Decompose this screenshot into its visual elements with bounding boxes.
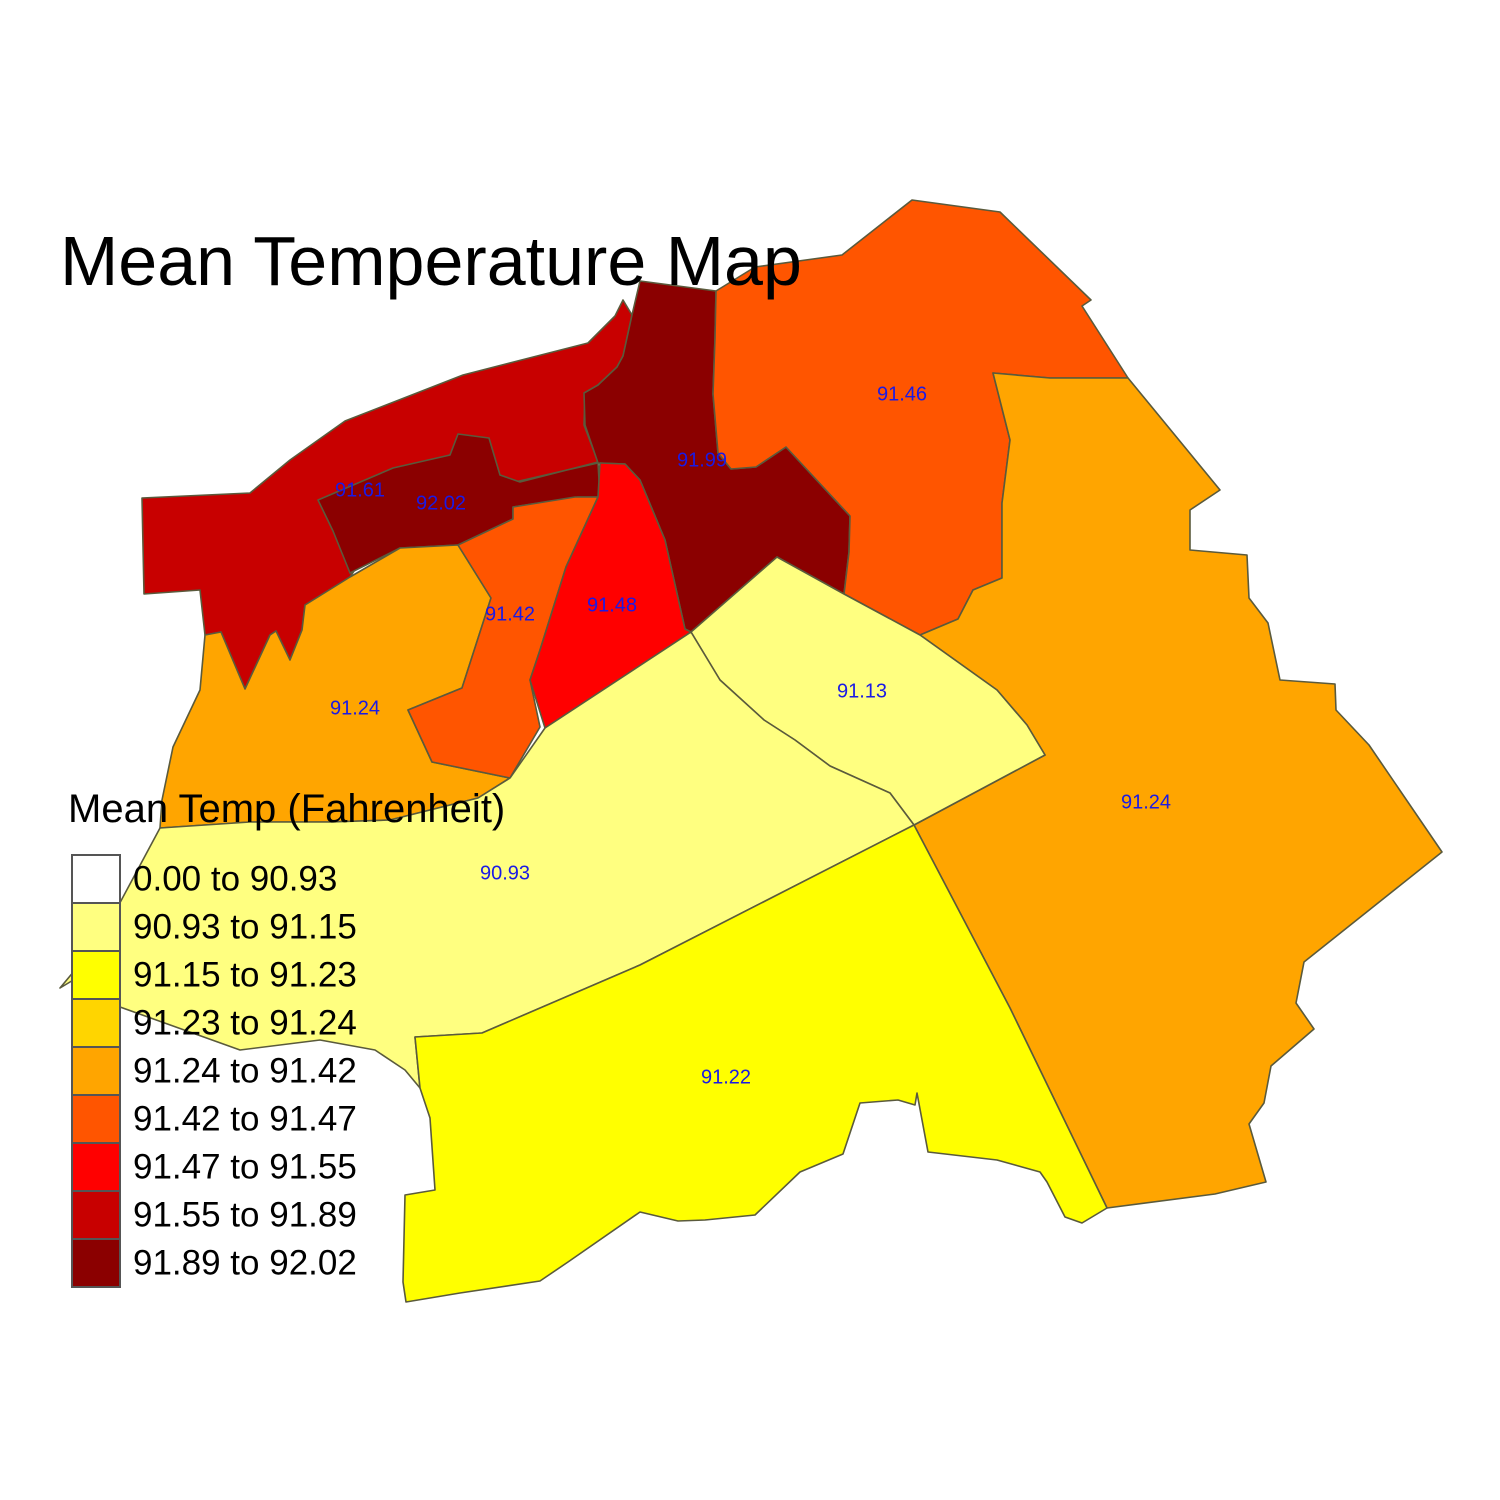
legend-label: 90.93 to 91.15 (133, 907, 357, 946)
legend-label: 0.00 to 90.93 (133, 859, 337, 898)
legend-label: 91.23 to 91.24 (133, 1003, 357, 1042)
legend-swatch (71, 998, 121, 1048)
map-value-labels: 91.61 91.99 92.02 91.46 91.24 91.24 91.42 91.48… (330, 383, 1171, 1088)
legend-items: 0.00 to 90.93 90.93 to 91.15 91.15 to 91.2… (71, 854, 357, 1288)
region-southwest (59, 631, 915, 1089)
region-value-label: 92.02 (416, 492, 466, 514)
legend-swatch (71, 1046, 121, 1096)
legend: Mean Temp (Fahrenheit) 0.00 to 90.93 90.9… (68, 787, 505, 1288)
legend-label: 91.15 to 91.23 (133, 955, 357, 994)
legend-label: 91.89 to 92.02 (133, 1243, 357, 1282)
region-value-label: 91.42 (485, 603, 535, 625)
region-value-label: 90.93 (480, 862, 530, 884)
map-regions (59, 199, 1443, 1303)
region-value-label: 91.24 (330, 697, 380, 719)
legend-label: 91.55 to 91.89 (133, 1195, 357, 1234)
legend-swatch (71, 854, 121, 904)
map-title: Mean Temperature Map (60, 222, 802, 300)
region-south (402, 824, 1108, 1303)
legend-swatch (71, 1094, 121, 1144)
legend-label: 91.24 to 91.42 (133, 1051, 357, 1090)
region-value-label: 91.22 (701, 1066, 751, 1088)
region-value-label: 91.61 (335, 479, 385, 501)
region-value-label: 91.24 (1121, 791, 1171, 813)
legend-label: 91.42 to 91.47 (133, 1099, 357, 1138)
legend-swatch (71, 1142, 121, 1192)
legend-swatch (71, 950, 121, 1000)
legend-swatch (71, 902, 121, 952)
legend-label: 91.47 to 91.55 (133, 1147, 357, 1186)
region-central (529, 462, 692, 729)
region-value-label: 91.48 (587, 594, 637, 616)
region-east (913, 372, 1443, 1209)
legend-swatch (71, 1190, 121, 1240)
region-value-label: 91.46 (877, 383, 927, 405)
region-value-label: 91.13 (837, 680, 887, 702)
legend-swatch (71, 1238, 121, 1288)
legend-title: Mean Temp (Fahrenheit) (68, 787, 505, 831)
region-value-label: 91.99 (677, 449, 727, 471)
